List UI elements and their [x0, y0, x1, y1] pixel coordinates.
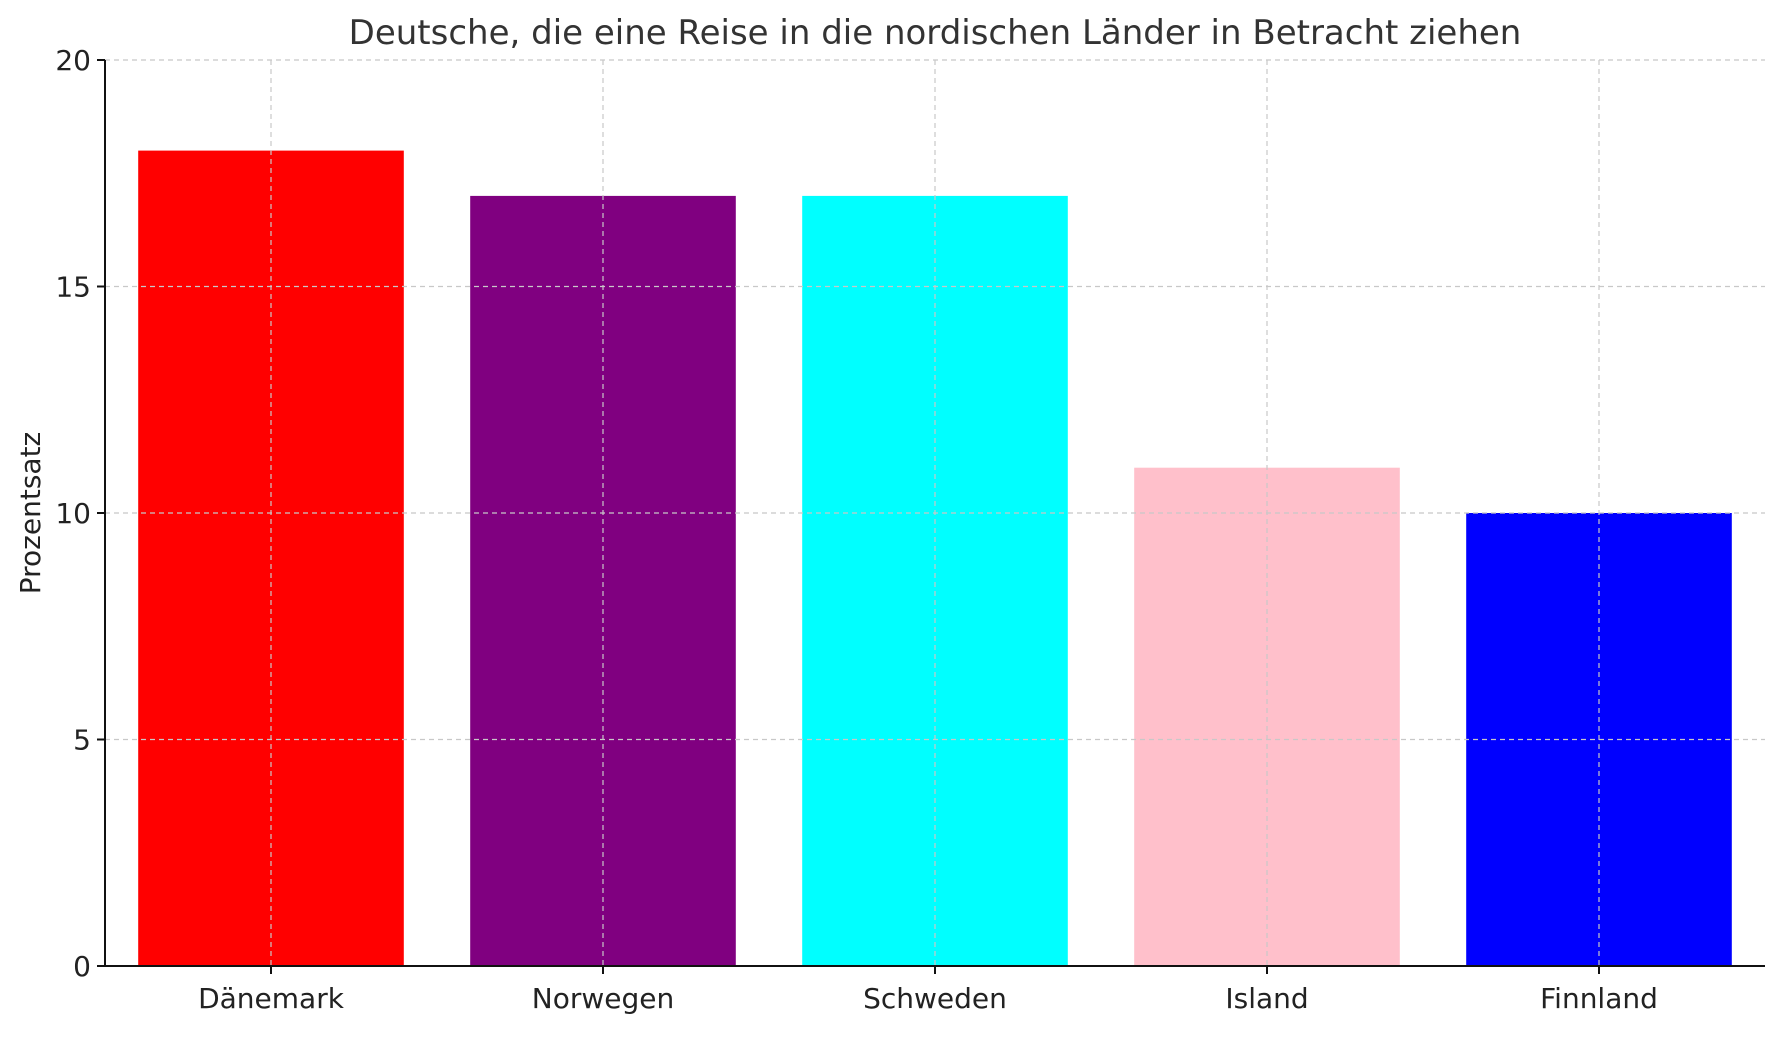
x-tick-label-1: Dänemark — [198, 982, 345, 1015]
bar-2 — [470, 195, 736, 966]
bar-3 — [802, 195, 1068, 966]
x-tick-label-3: Schweden — [863, 982, 1007, 1015]
grid-layer — [105, 59, 1765, 966]
x-tick-label-4: Island — [1225, 982, 1308, 1015]
ticks-layer: 0 5 10 15 20 Dänemark Norwegen Schweden Island Fi… — [55, 44, 1658, 1015]
y-tick-label-5: 20 — [55, 44, 91, 77]
chart-title: Deutsche, die eine Reise in die nordisch… — [349, 13, 1522, 53]
x-tick-label-2: Norwegen — [532, 982, 674, 1015]
y-tick-label-3: 10 — [55, 497, 91, 530]
x-tick-label-5: Finnland — [1540, 982, 1658, 1015]
y-tick-label-4: 15 — [55, 271, 91, 304]
y-tick-label-1: 0 — [73, 950, 91, 983]
y-tick-label-2: 5 — [73, 724, 91, 757]
y-axis-title: Prozentsatz — [14, 432, 47, 595]
